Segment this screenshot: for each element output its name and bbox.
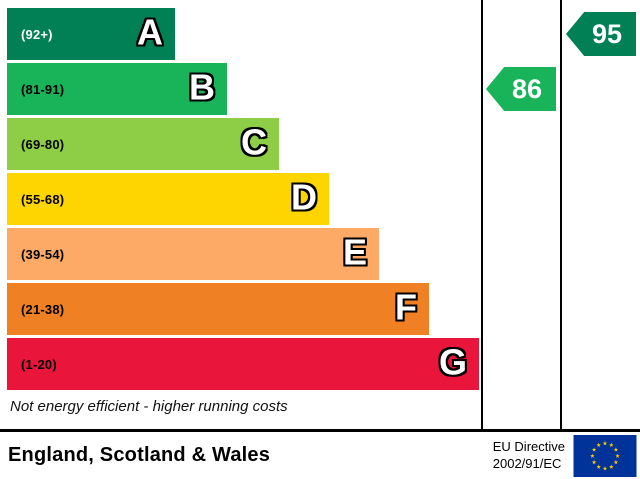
band-bar-d: (55-68) D	[7, 173, 329, 225]
chart-footer: England, Scotland & Wales EU Directive 2…	[0, 432, 640, 479]
current-rating-value: 86	[511, 73, 543, 104]
band-bar-f: (21-38) F	[7, 283, 429, 335]
band-range-label: (1-20)	[21, 356, 57, 372]
band-letter: C	[241, 121, 267, 163]
band-letter: F	[395, 286, 417, 328]
column-divider-current	[481, 0, 483, 429]
band-letter: B	[189, 66, 215, 108]
eu-directive-line2: 2002/91/EC	[492, 455, 562, 471]
band-bar-e: (39-54) E	[7, 228, 379, 280]
band-letter: D	[291, 176, 317, 218]
band-letter: A	[137, 11, 163, 53]
band-bar-a: (92+) A	[7, 8, 175, 60]
band-list: (92+) A (81-91) B (69-80) C (55-68) D (3…	[7, 8, 479, 393]
band-letter: G	[438, 341, 467, 383]
band-bar-c: (69-80) C	[7, 118, 279, 170]
potential-rating-value: 95	[591, 18, 623, 49]
efficiency-note: Not energy efficient - higher running co…	[10, 398, 288, 415]
eu-directive-label: EU Directive 2002/91/EC	[493, 439, 565, 472]
band-bar-g: (1-20) G	[7, 338, 479, 390]
eu-directive-line1: EU Directive	[492, 439, 565, 455]
band-range-label: (21-38)	[21, 301, 65, 317]
energy-efficiency-chart: (92+) A (81-91) B (69-80) C (55-68) D (3…	[0, 0, 640, 432]
eu-flag-icon	[573, 434, 637, 477]
column-divider-potential	[560, 0, 562, 429]
band-bar-b: (81-91) B	[7, 63, 227, 115]
region-label: England, Scotland & Wales	[8, 444, 271, 466]
band-letter: E	[342, 231, 367, 273]
band-range-label: (81-91)	[21, 81, 65, 97]
current-rating-tag: 86	[486, 67, 556, 111]
band-range-label: (39-54)	[21, 246, 65, 262]
band-range-label: (69-80)	[21, 136, 65, 152]
band-range-label: (55-68)	[21, 191, 65, 207]
potential-rating-tag: 95	[566, 12, 636, 56]
band-range-label: (92+)	[21, 26, 53, 42]
